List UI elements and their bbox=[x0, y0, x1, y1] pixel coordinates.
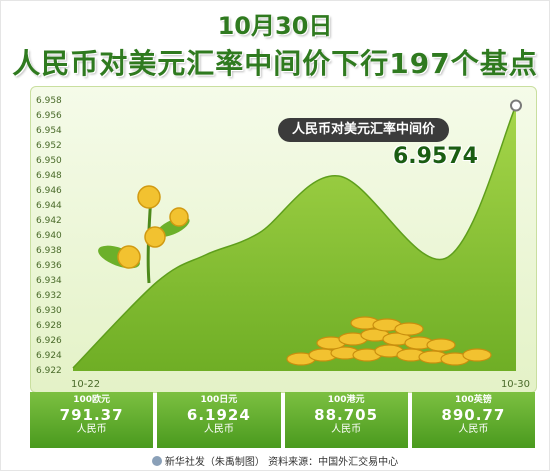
y-tick-label: 6.932 bbox=[36, 291, 62, 301]
y-tick-label: 6.944 bbox=[36, 201, 62, 211]
y-tick-label: 6.950 bbox=[36, 156, 62, 166]
xinhua-logo-icon bbox=[151, 456, 162, 466]
plant-illustration bbox=[98, 185, 190, 284]
rate-card-gbp: 100英镑 890.77 人民币 bbox=[411, 392, 535, 448]
rate-unit: 人民币 bbox=[331, 424, 362, 435]
rate-unit: 人民币 bbox=[458, 424, 489, 435]
y-tick-label: 6.938 bbox=[36, 246, 62, 256]
y-tick-label: 6.954 bbox=[36, 126, 62, 136]
footer: 新华社发（朱禹制图） 资料来源：中国外汇交易中心 bbox=[0, 453, 550, 468]
x-label-start: 10-22 bbox=[71, 379, 101, 390]
coin-pile-illustration bbox=[286, 316, 492, 366]
rate-currency: 100欧元 bbox=[73, 395, 111, 405]
rate-currency: 100日元 bbox=[200, 395, 238, 405]
rate-unit: 人民币 bbox=[203, 424, 234, 435]
data-point bbox=[510, 99, 522, 112]
rate-value: 791.37 bbox=[59, 406, 124, 424]
y-tick-label: 6.926 bbox=[36, 336, 62, 346]
y-tick-label: 6.934 bbox=[36, 276, 62, 286]
title-headline: 人民币对美元汇率中间价下行197个基点 bbox=[12, 47, 538, 80]
rate-card-jpy: 100日元 6.1924 人民币 bbox=[157, 392, 281, 448]
y-tick-label: 6.948 bbox=[36, 171, 62, 181]
area-chart bbox=[72, 99, 522, 371]
y-tick-label: 6.952 bbox=[36, 141, 62, 151]
y-tick-label: 6.930 bbox=[36, 306, 62, 316]
y-tick-label: 6.940 bbox=[36, 231, 62, 241]
y-tick-label: 6.956 bbox=[36, 111, 62, 121]
rate-card-eur: 100欧元 791.37 人民币 bbox=[30, 392, 154, 448]
rate-unit: 人民币 bbox=[76, 424, 107, 435]
rate-value: 890.77 bbox=[441, 406, 506, 424]
series-line bbox=[72, 105, 517, 369]
rate-value: 88.705 bbox=[314, 406, 379, 424]
y-tick-label: 6.958 bbox=[36, 96, 62, 106]
rate-currency: 100港元 bbox=[327, 395, 365, 405]
exchange-rate-cards: 100欧元 791.37 人民币 100日元 6.1924 人民币 100港元 … bbox=[30, 392, 535, 448]
annotation-label: 人民币对美元汇率中间价 bbox=[278, 118, 450, 142]
rate-card-hkd: 100港元 88.705 人民币 bbox=[284, 392, 408, 448]
annotation-value: 6.9574 bbox=[393, 144, 478, 169]
y-tick-label: 6.928 bbox=[36, 321, 62, 331]
title-date: 10月30日 bbox=[217, 12, 333, 40]
y-tick-label: 6.946 bbox=[36, 186, 62, 196]
rate-currency: 100英镑 bbox=[454, 395, 492, 405]
y-tick-label: 6.942 bbox=[36, 216, 62, 226]
series-area bbox=[73, 105, 516, 371]
x-label-end: 10-30 bbox=[500, 379, 530, 390]
rate-value: 6.1924 bbox=[186, 406, 251, 424]
footer-text: 新华社发（朱禹制图） 资料来源：中国外汇交易中心 bbox=[164, 457, 399, 468]
y-tick-label: 6.936 bbox=[36, 261, 62, 271]
y-tick-label: 6.924 bbox=[36, 351, 62, 361]
y-tick-label: 6.922 bbox=[36, 366, 62, 376]
